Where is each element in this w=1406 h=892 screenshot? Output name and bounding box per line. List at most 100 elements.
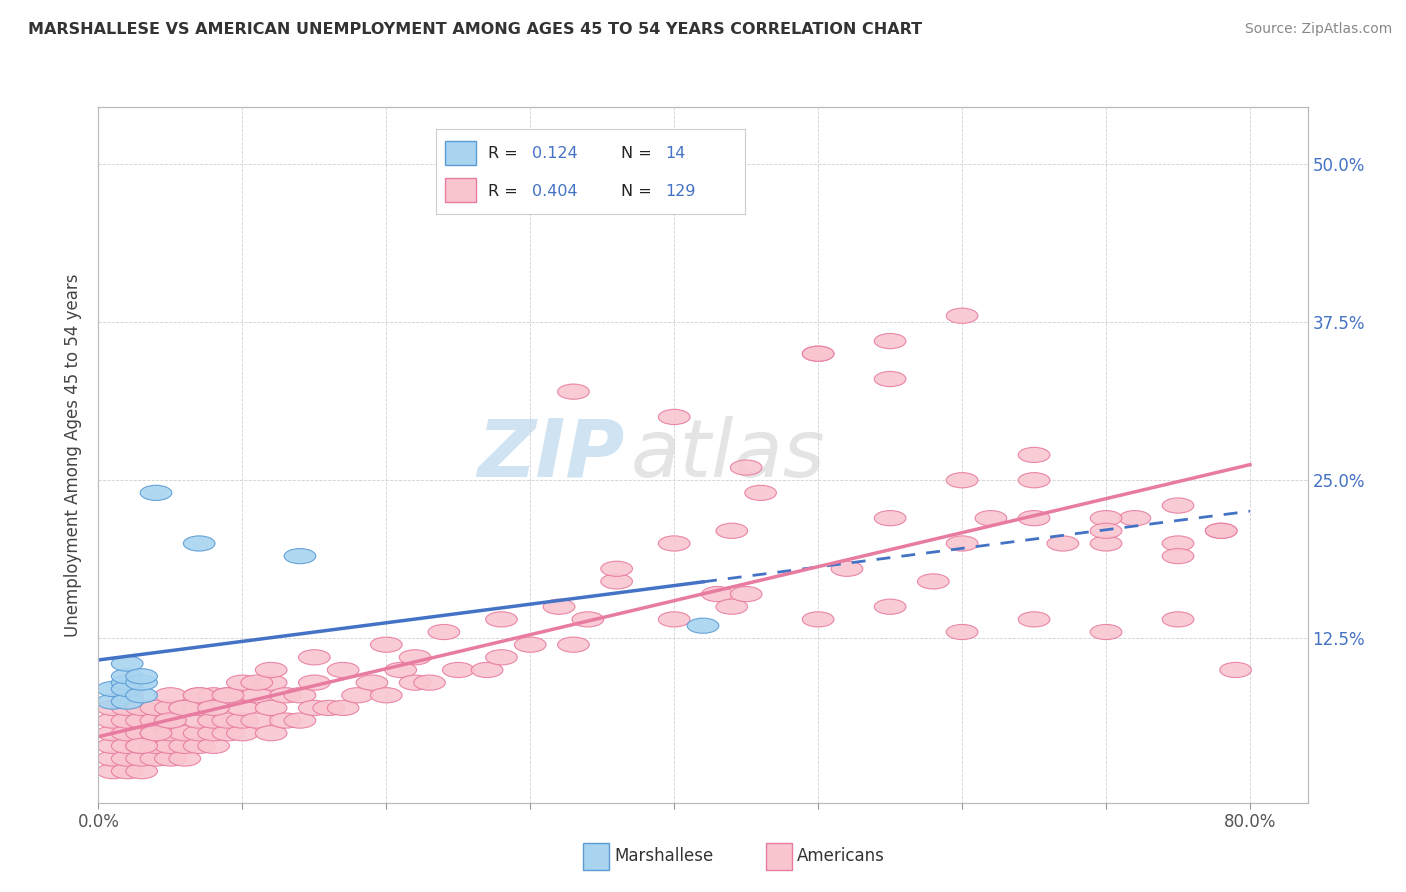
Ellipse shape <box>298 700 330 715</box>
Ellipse shape <box>284 549 316 564</box>
Ellipse shape <box>803 612 834 627</box>
Ellipse shape <box>212 725 243 741</box>
Ellipse shape <box>1090 510 1122 525</box>
Ellipse shape <box>169 751 201 766</box>
Ellipse shape <box>558 384 589 400</box>
Ellipse shape <box>803 346 834 361</box>
Ellipse shape <box>1090 536 1122 551</box>
Ellipse shape <box>155 713 186 728</box>
Ellipse shape <box>226 713 259 728</box>
Ellipse shape <box>543 599 575 615</box>
Ellipse shape <box>125 725 157 741</box>
Ellipse shape <box>198 688 229 703</box>
Ellipse shape <box>1090 524 1122 539</box>
Ellipse shape <box>298 675 330 690</box>
Ellipse shape <box>342 688 374 703</box>
Ellipse shape <box>730 586 762 602</box>
Ellipse shape <box>97 751 129 766</box>
Ellipse shape <box>413 675 446 690</box>
Ellipse shape <box>125 764 157 779</box>
Ellipse shape <box>270 713 301 728</box>
Ellipse shape <box>97 725 129 741</box>
Ellipse shape <box>803 346 834 361</box>
Ellipse shape <box>198 713 229 728</box>
Ellipse shape <box>111 751 143 766</box>
Ellipse shape <box>1090 624 1122 640</box>
Ellipse shape <box>111 764 143 779</box>
Ellipse shape <box>918 574 949 589</box>
Ellipse shape <box>212 713 243 728</box>
Ellipse shape <box>111 669 143 684</box>
Ellipse shape <box>399 649 432 665</box>
Ellipse shape <box>183 688 215 703</box>
Text: 129: 129 <box>665 184 695 199</box>
Ellipse shape <box>155 713 186 728</box>
Ellipse shape <box>141 725 172 741</box>
Ellipse shape <box>443 663 474 678</box>
Ellipse shape <box>875 371 905 386</box>
Ellipse shape <box>1220 663 1251 678</box>
Ellipse shape <box>97 681 129 697</box>
Ellipse shape <box>240 713 273 728</box>
Ellipse shape <box>183 536 215 551</box>
Ellipse shape <box>1018 612 1050 627</box>
Ellipse shape <box>1163 498 1194 513</box>
Ellipse shape <box>125 700 157 715</box>
Ellipse shape <box>125 713 157 728</box>
Text: R =: R = <box>488 184 523 199</box>
Ellipse shape <box>875 334 905 349</box>
Ellipse shape <box>111 688 143 703</box>
Ellipse shape <box>745 485 776 500</box>
Ellipse shape <box>298 649 330 665</box>
Ellipse shape <box>284 688 316 703</box>
Ellipse shape <box>125 669 157 684</box>
Text: R =: R = <box>488 145 523 161</box>
Ellipse shape <box>141 700 172 715</box>
Ellipse shape <box>141 751 172 766</box>
Text: 0.404: 0.404 <box>531 184 578 199</box>
Ellipse shape <box>198 725 229 741</box>
Ellipse shape <box>385 663 416 678</box>
Ellipse shape <box>198 700 229 715</box>
Ellipse shape <box>155 725 186 741</box>
Ellipse shape <box>976 510 1007 525</box>
Ellipse shape <box>183 700 215 715</box>
Ellipse shape <box>111 675 143 690</box>
Ellipse shape <box>1018 510 1050 525</box>
Ellipse shape <box>1119 510 1150 525</box>
Ellipse shape <box>97 739 129 754</box>
Ellipse shape <box>658 536 690 551</box>
Ellipse shape <box>1163 612 1194 627</box>
Ellipse shape <box>183 739 215 754</box>
Text: Source: ZipAtlas.com: Source: ZipAtlas.com <box>1244 22 1392 37</box>
Text: 0.124: 0.124 <box>531 145 578 161</box>
Ellipse shape <box>1018 447 1050 463</box>
Ellipse shape <box>125 751 157 766</box>
Ellipse shape <box>125 688 157 703</box>
Ellipse shape <box>240 675 273 690</box>
Ellipse shape <box>125 739 157 754</box>
Ellipse shape <box>155 688 186 703</box>
Text: atlas: atlas <box>630 416 825 494</box>
Ellipse shape <box>256 700 287 715</box>
Text: ZIP: ZIP <box>477 416 624 494</box>
Ellipse shape <box>226 700 259 715</box>
Ellipse shape <box>284 713 316 728</box>
Ellipse shape <box>572 612 603 627</box>
Ellipse shape <box>97 694 129 709</box>
Ellipse shape <box>256 663 287 678</box>
Ellipse shape <box>730 460 762 475</box>
Ellipse shape <box>125 739 157 754</box>
Ellipse shape <box>1047 536 1078 551</box>
Ellipse shape <box>1205 524 1237 539</box>
Ellipse shape <box>270 688 301 703</box>
Ellipse shape <box>1205 524 1237 539</box>
Ellipse shape <box>97 764 129 779</box>
Ellipse shape <box>485 612 517 627</box>
Ellipse shape <box>141 725 172 741</box>
Text: 14: 14 <box>665 145 685 161</box>
Ellipse shape <box>658 409 690 425</box>
Ellipse shape <box>141 485 172 500</box>
Ellipse shape <box>356 675 388 690</box>
Ellipse shape <box>875 510 905 525</box>
